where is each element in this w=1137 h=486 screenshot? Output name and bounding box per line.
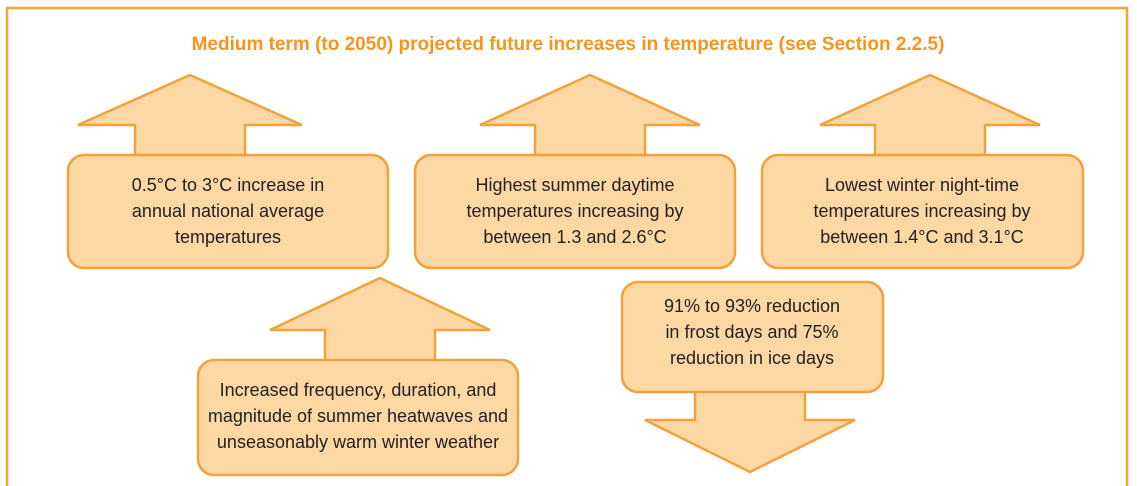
box-text: between 1.3 and 2.6°C [483, 227, 666, 247]
box [760, 153, 1085, 270]
frame [5, 6, 1129, 486]
up-arrow [479, 73, 701, 162]
box [413, 153, 737, 270]
box-text: Increased frequency, duration, and [220, 380, 497, 400]
box [620, 280, 885, 394]
box-text: 91% to 93% reduction [664, 296, 840, 316]
down-arrow [644, 386, 856, 474]
box [66, 153, 390, 270]
box-text: magnitude of summer heatwaves and [208, 406, 508, 426]
title: Medium term (to 2050) projected future i… [192, 34, 945, 55]
up-arrow [819, 73, 1041, 162]
box-text: unseasonably warm winter weather [217, 432, 499, 452]
box-text: reduction in ice days [670, 348, 834, 368]
box-text: Highest summer daytime [475, 175, 674, 195]
up-arrow [77, 73, 303, 162]
box-text: temperatures [175, 227, 281, 247]
box-text: 0.5°C to 3°C increase in [132, 175, 325, 195]
box-text: Lowest winter night-time [825, 175, 1019, 195]
box-text: temperatures increasing by [466, 201, 683, 221]
up-arrow [269, 276, 491, 367]
box-text: in frost days and 75% [665, 322, 838, 342]
box-text: annual national average [132, 201, 324, 221]
box [196, 358, 520, 477]
box-text: between 1.4°C and 3.1°C [820, 227, 1024, 247]
box-text: temperatures increasing by [813, 201, 1030, 221]
